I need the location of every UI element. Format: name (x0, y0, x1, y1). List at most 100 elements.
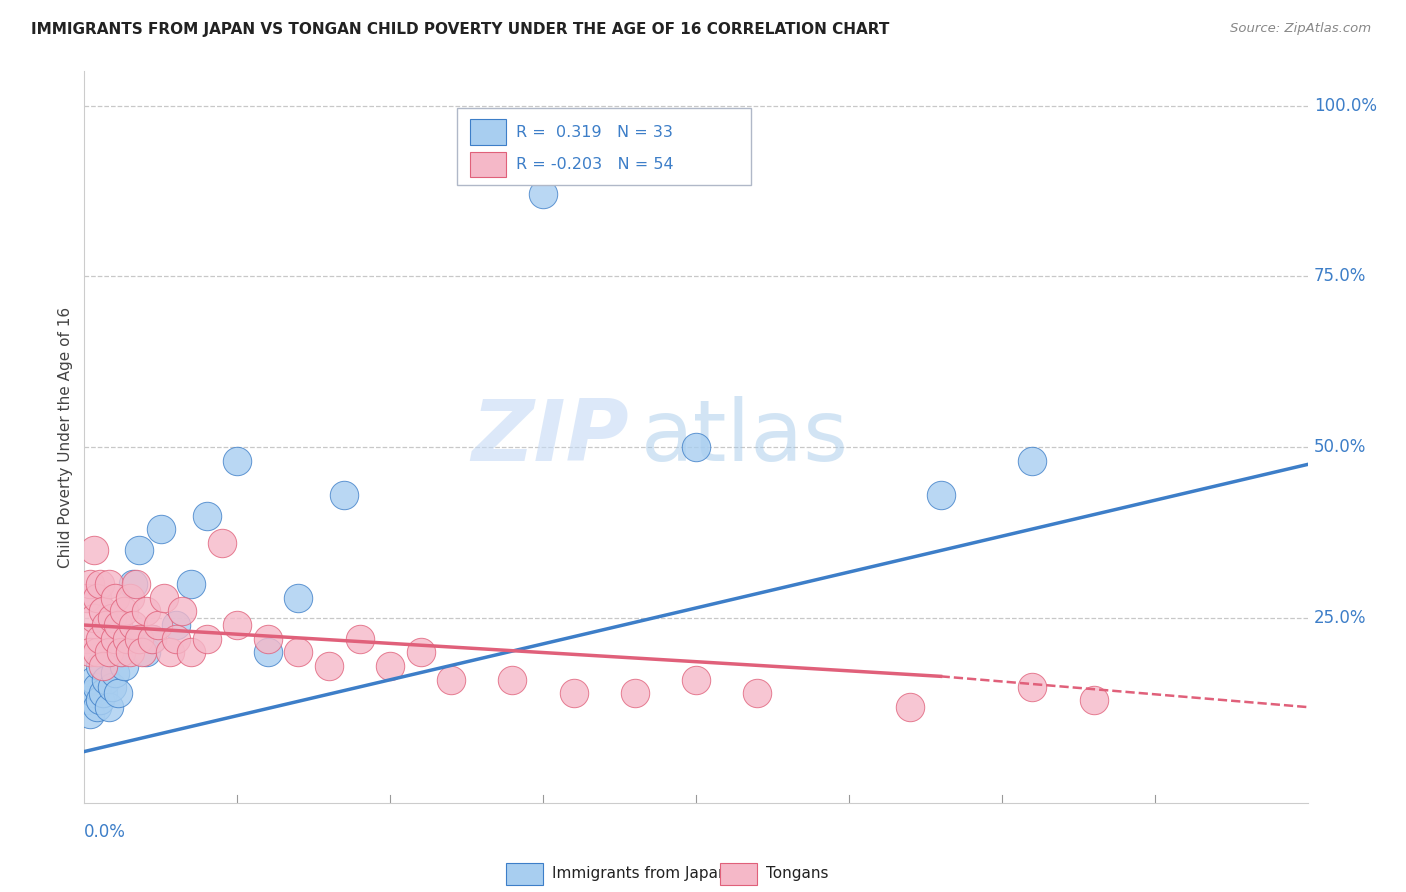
Point (76, 632, 98, 646)
Point (333, 488, 356, 502)
Point (86, 645, 108, 659)
Point (898, 700, 921, 714)
Point (502, 673, 524, 687)
Point (195, 508, 218, 523)
Point (89, 659, 111, 673)
Point (172, 604, 194, 618)
Point (195, 632, 218, 646)
Point (287, 645, 309, 659)
Point (79, 577, 101, 591)
Point (104, 665, 127, 680)
Point (141, 632, 163, 646)
Text: 100.0%: 100.0% (1313, 96, 1376, 114)
Point (89, 632, 111, 646)
Point (146, 618, 169, 632)
Point (97, 645, 120, 659)
Text: atlas: atlas (641, 395, 849, 479)
Point (1083, 693, 1105, 707)
Point (101, 611, 124, 625)
Point (120, 645, 142, 659)
Point (76, 591, 98, 605)
Point (94, 673, 117, 687)
Point (110, 645, 132, 659)
Point (440, 673, 463, 687)
Text: Immigrants from Japan: Immigrants from Japan (551, 866, 727, 881)
Point (180, 577, 202, 591)
Text: 25.0%: 25.0% (1313, 609, 1367, 627)
Text: 75.0%: 75.0% (1313, 268, 1367, 285)
Point (83, 673, 105, 687)
Point (409, 645, 432, 659)
Text: Source: ZipAtlas.com: Source: ZipAtlas.com (1230, 22, 1371, 36)
Point (135, 645, 157, 659)
Point (1021, 680, 1043, 694)
Y-axis label: Child Poverty Under the Age of 16: Child Poverty Under the Age of 16 (58, 307, 73, 567)
Point (115, 632, 138, 646)
Point (122, 577, 145, 591)
Point (125, 577, 148, 591)
Point (287, 591, 309, 605)
Text: Tongans: Tongans (766, 866, 828, 881)
Point (91, 686, 114, 700)
Point (112, 604, 135, 618)
Text: IMMIGRANTS FROM JAPAN VS TONGAN CHILD POVERTY UNDER THE AGE OF 16 CORRELATION CH: IMMIGRANTS FROM JAPAN VS TONGAN CHILD PO… (31, 22, 890, 37)
Point (86, 700, 108, 714)
Point (110, 645, 132, 659)
Point (94, 618, 117, 632)
Point (562, 686, 585, 700)
Point (226, 618, 249, 632)
Point (128, 542, 150, 557)
Point (104, 632, 127, 646)
Point (104, 591, 127, 605)
Point (380, 659, 402, 673)
Point (89, 693, 111, 707)
Point (91, 659, 114, 673)
Point (128, 632, 150, 646)
Point (83, 611, 105, 625)
Point (149, 522, 172, 536)
Point (153, 591, 176, 605)
Point (120, 591, 142, 605)
Point (76, 693, 98, 707)
Point (531, 187, 554, 202)
Point (747, 686, 769, 700)
Point (180, 645, 202, 659)
Point (131, 645, 153, 659)
Point (685, 440, 707, 454)
Point (83, 542, 105, 557)
Point (165, 618, 187, 632)
Point (86, 680, 108, 694)
Point (112, 659, 135, 673)
FancyBboxPatch shape (457, 108, 751, 185)
Point (226, 454, 249, 468)
Point (257, 645, 280, 659)
Point (79, 706, 101, 721)
Point (349, 632, 371, 646)
Point (1021, 454, 1043, 468)
Point (101, 680, 124, 694)
Point (929, 488, 952, 502)
Point (83, 686, 105, 700)
Point (257, 632, 280, 646)
FancyBboxPatch shape (506, 863, 543, 885)
Point (135, 604, 157, 618)
Point (97, 700, 120, 714)
Point (79, 645, 101, 659)
Point (141, 632, 163, 646)
Text: ZIP: ZIP (471, 395, 628, 479)
Point (97, 577, 120, 591)
Point (107, 686, 129, 700)
Point (685, 673, 707, 687)
Point (86, 591, 108, 605)
Text: R = -0.203   N = 54: R = -0.203 N = 54 (516, 158, 673, 172)
Text: 0.0%: 0.0% (84, 823, 127, 841)
FancyBboxPatch shape (720, 863, 758, 885)
Point (91, 604, 114, 618)
Point (107, 618, 129, 632)
Point (318, 659, 340, 673)
Point (159, 645, 181, 659)
FancyBboxPatch shape (470, 119, 506, 145)
Point (89, 577, 111, 591)
Text: 50.0%: 50.0% (1313, 438, 1367, 457)
Point (165, 632, 187, 646)
